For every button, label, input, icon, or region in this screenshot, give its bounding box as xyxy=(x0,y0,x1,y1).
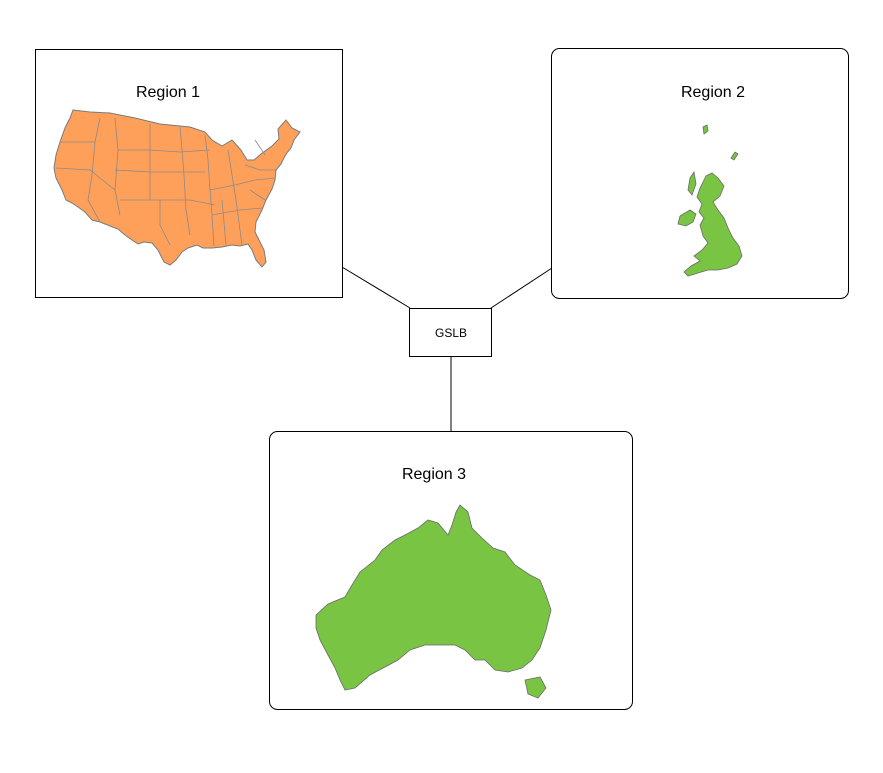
connector-gslb-region-2 xyxy=(490,267,553,309)
region-3-label: Region 3 xyxy=(402,466,466,483)
region-2-node[interactable]: Region 2 xyxy=(551,48,849,299)
usa-state-lines xyxy=(55,117,276,247)
usa-map-icon xyxy=(53,109,301,268)
region-1-node[interactable]: Region 1 xyxy=(35,49,343,298)
region-2-box xyxy=(551,48,849,299)
australia-mainland-shape xyxy=(315,504,552,691)
region-1-label: Region 1 xyxy=(136,84,200,101)
ireland-shape xyxy=(677,209,697,227)
gslb-node[interactable]: GSLB xyxy=(409,308,492,357)
gslb-label: GSLB xyxy=(435,326,467,340)
uk-orkney-shape xyxy=(730,151,739,161)
connector-gslb-region-1 xyxy=(341,266,411,309)
region-3-node[interactable]: Region 3 xyxy=(269,431,633,710)
tasmania-shape xyxy=(524,676,547,699)
gslb-box xyxy=(409,308,492,357)
uk-hebrides-shape xyxy=(687,170,697,196)
uk-map-icon xyxy=(677,124,743,277)
usa-map-shape xyxy=(53,109,301,268)
region-2-label: Region 2 xyxy=(681,84,745,101)
connectors xyxy=(341,266,553,431)
great-britain-shape xyxy=(683,172,743,277)
australia-map-icon xyxy=(315,504,552,699)
uk-shetland-shape xyxy=(702,124,709,135)
